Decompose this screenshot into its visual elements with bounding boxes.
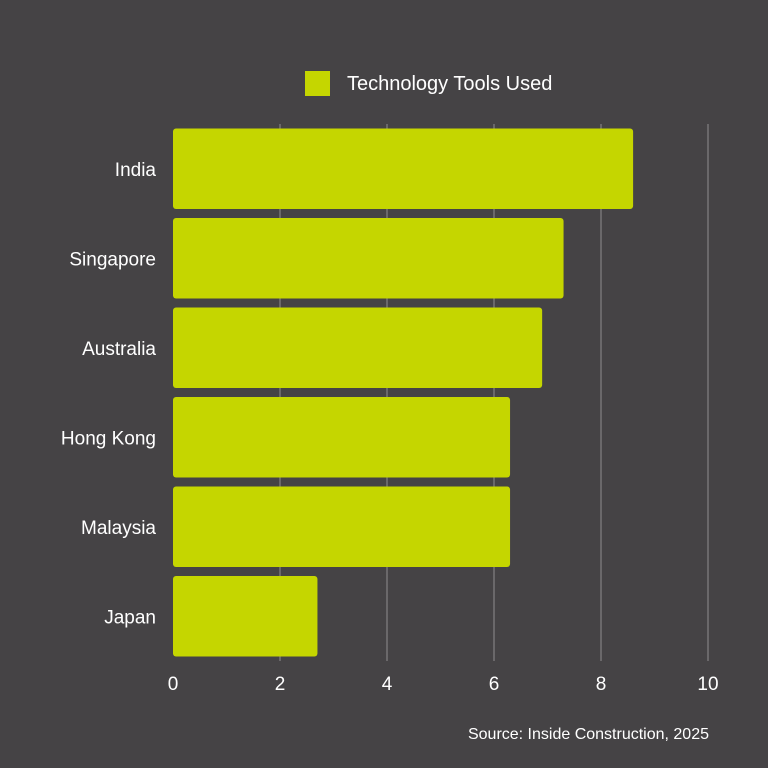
x-tick-label-4: 4	[382, 674, 393, 695]
category-label-hong-kong: Hong Kong	[61, 428, 156, 449]
x-axis-ticks: 0 2 4 6 8 10	[168, 674, 719, 695]
legend-label: Technology Tools Used	[347, 73, 552, 95]
bars	[173, 128, 634, 657]
bar-malaysia	[173, 486, 511, 568]
category-label-india: India	[115, 160, 157, 181]
x-tick-label-2: 2	[275, 674, 286, 695]
x-tick-label-10: 10	[697, 674, 718, 695]
x-tick-label-8: 8	[596, 674, 607, 695]
bar-japan	[173, 575, 318, 657]
source-note: Source: Inside Construction, 2025	[468, 726, 709, 743]
bar-india	[173, 128, 634, 210]
x-tick-label-0: 0	[168, 674, 179, 695]
category-label-japan: Japan	[104, 607, 156, 628]
bar-australia	[173, 307, 543, 389]
gridlines	[279, 124, 709, 661]
category-label-singapore: Singapore	[69, 249, 156, 270]
legend: Technology Tools Used	[305, 71, 552, 96]
bar-singapore	[173, 217, 564, 299]
category-labels: India Singapore Australia Hong Kong Malaysia…	[61, 160, 157, 629]
x-tick-label-6: 6	[489, 674, 500, 695]
category-label-malaysia: Malaysia	[81, 518, 156, 539]
bar-hong-kong	[173, 396, 511, 478]
legend-swatch	[305, 71, 330, 96]
category-label-australia: Australia	[82, 339, 156, 360]
